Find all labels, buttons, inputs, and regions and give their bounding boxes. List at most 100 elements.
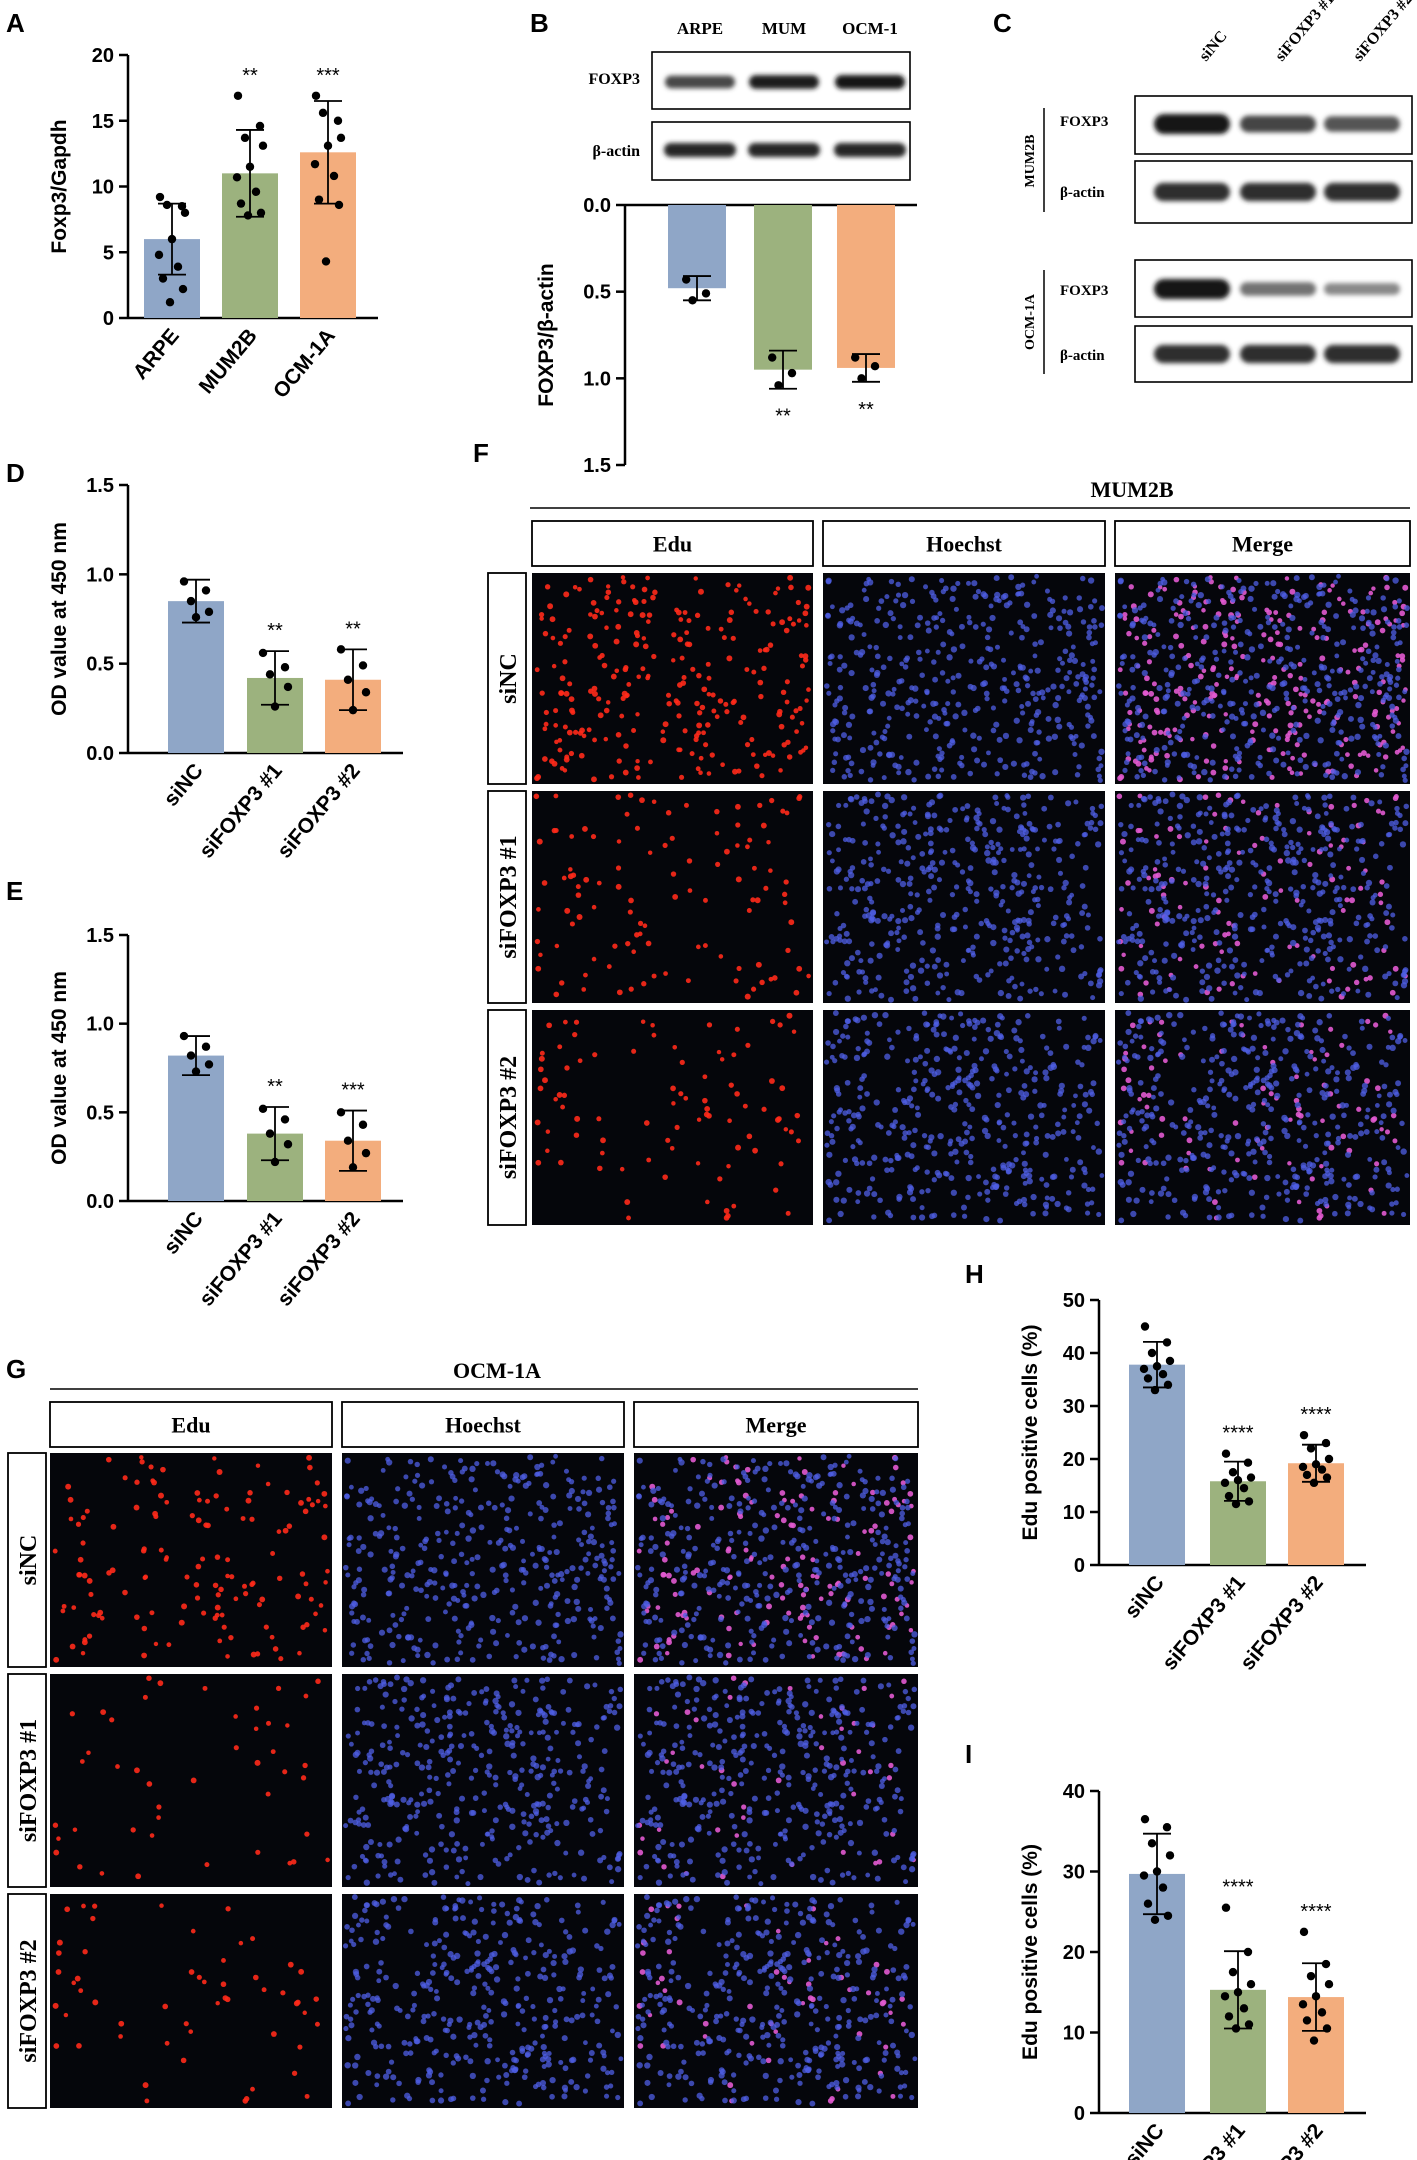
nucleus-dot xyxy=(1389,1210,1395,1216)
nucleus-dot xyxy=(1127,709,1133,716)
nucleus-dot xyxy=(678,1459,685,1466)
nucleus-dot xyxy=(829,1138,836,1145)
nucleus-dot xyxy=(1307,600,1314,606)
nucleus-dot xyxy=(1208,1127,1214,1134)
nucleus-dot xyxy=(1329,668,1335,674)
nucleus-dot xyxy=(723,1207,730,1214)
nucleus-dot xyxy=(1165,1214,1171,1220)
nucleus-dot xyxy=(705,661,711,667)
nucleus-dot xyxy=(834,911,840,917)
nucleus-dot xyxy=(1124,759,1130,765)
nucleus-dot xyxy=(1130,926,1136,932)
nucleus-dot xyxy=(1379,1127,1384,1132)
nucleus-dot xyxy=(1337,846,1342,852)
nucleus-dot xyxy=(611,1504,617,1511)
nucleus-dot xyxy=(1260,1138,1267,1145)
nucleus-dot xyxy=(1125,1010,1132,1016)
nucleus-dot xyxy=(380,1512,386,1518)
nucleus-dot xyxy=(1027,909,1034,916)
nucleus-dot xyxy=(592,690,598,697)
nucleus-dot xyxy=(1095,1148,1103,1155)
nucleus-dot xyxy=(406,1490,413,1497)
data-point xyxy=(251,187,261,196)
nucleus-dot xyxy=(758,1535,765,1542)
nucleus-dot xyxy=(888,996,894,1003)
nucleus-dot xyxy=(1390,1187,1396,1193)
nucleus-dot xyxy=(802,610,809,617)
y-tick-label: 40 xyxy=(1063,1343,1085,1365)
nucleus-dot xyxy=(1247,738,1253,744)
nucleus-dot xyxy=(1320,634,1327,641)
nucleus-dot xyxy=(1038,1112,1045,1119)
nucleus-dot xyxy=(910,1142,917,1149)
nucleus-dot xyxy=(1219,831,1225,837)
nucleus-dot xyxy=(1211,833,1218,840)
nucleus-dot xyxy=(805,1603,812,1610)
nucleus-dot xyxy=(881,825,887,831)
nucleus-dot xyxy=(895,947,901,952)
nucleus-dot xyxy=(693,576,698,581)
nucleus-dot xyxy=(452,1505,458,1511)
nucleus-dot xyxy=(1076,606,1084,613)
nucleus-dot xyxy=(1288,710,1294,716)
nucleus-dot xyxy=(950,774,957,780)
nucleus-dot xyxy=(976,658,983,665)
nucleus-dot xyxy=(769,797,775,804)
nucleus-dot xyxy=(888,1167,895,1173)
nucleus-dot xyxy=(270,1551,276,1556)
nucleus-dot xyxy=(806,973,811,979)
nucleus-dot xyxy=(534,938,541,945)
nucleus-dot xyxy=(933,624,939,630)
nucleus-dot xyxy=(1130,885,1136,891)
nucleus-dot xyxy=(648,759,653,765)
nucleus-dot xyxy=(1288,1117,1293,1122)
nucleus-dot xyxy=(1183,1157,1189,1164)
nucleus-dot xyxy=(581,1529,588,1536)
nucleus-dot xyxy=(1164,681,1171,688)
nucleus-dot xyxy=(874,917,881,924)
nucleus-dot xyxy=(1069,853,1075,860)
nucleus-dot xyxy=(1240,710,1246,716)
nucleus-dot xyxy=(1384,692,1389,698)
nucleus-dot xyxy=(1300,1162,1307,1169)
nucleus-dot xyxy=(1194,705,1201,712)
nucleus-dot xyxy=(609,1540,615,1546)
nucleus-dot xyxy=(1150,1085,1157,1092)
nucleus-dot xyxy=(204,1862,210,1868)
nucleus-dot xyxy=(971,580,978,587)
nucleus-dot xyxy=(1204,891,1210,897)
nucleus-dot xyxy=(994,644,1000,650)
nucleus-dot xyxy=(193,1582,200,1588)
nucleus-dot xyxy=(1156,685,1163,692)
nucleus-dot xyxy=(233,1714,238,1719)
nucleus-dot xyxy=(1211,1105,1217,1111)
nucleus-dot xyxy=(1158,1019,1165,1025)
nucleus-dot xyxy=(745,1582,751,1589)
panel-letter-i: I xyxy=(965,1739,972,1769)
nucleus-dot xyxy=(717,698,724,704)
nucleus-dot xyxy=(842,1572,849,1578)
nucleus-dot xyxy=(515,1619,522,1626)
nucleus-dot xyxy=(1118,1217,1125,1224)
nucleus-dot xyxy=(1360,625,1366,631)
nucleus-dot xyxy=(551,1633,557,1640)
nucleus-dot xyxy=(1141,871,1148,879)
nucleus-dot xyxy=(1401,978,1409,985)
nucleus-dot xyxy=(1118,965,1125,972)
nucleus-dot xyxy=(1197,591,1204,599)
nucleus-dot xyxy=(464,1582,470,1589)
nucleus-dot xyxy=(1039,689,1046,696)
nucleus-dot xyxy=(610,1498,616,1505)
nucleus-dot xyxy=(1396,598,1402,604)
nucleus-dot xyxy=(1344,897,1350,903)
nucleus-dot xyxy=(562,634,568,640)
nucleus-dot xyxy=(431,1703,437,1709)
nucleus-dot xyxy=(1375,808,1382,814)
nucleus-dot xyxy=(591,904,597,910)
category-label: ARPE xyxy=(129,324,184,383)
data-point xyxy=(1311,1992,1321,2001)
nucleus-dot xyxy=(1280,621,1286,627)
nucleus-dot xyxy=(594,1724,600,1730)
nucleus-dot xyxy=(1273,610,1279,615)
nucleus-dot xyxy=(571,1651,578,1659)
